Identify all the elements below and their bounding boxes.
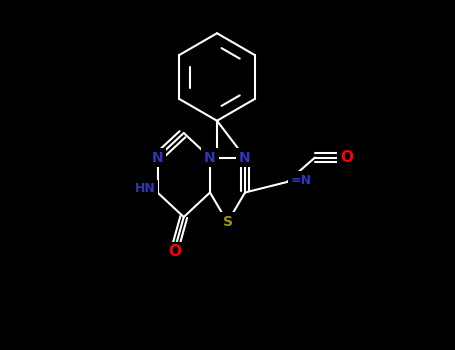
Text: O: O (340, 150, 353, 165)
Text: HN: HN (135, 182, 156, 196)
Text: =N: =N (290, 174, 312, 187)
Text: S: S (222, 215, 233, 229)
Text: N: N (152, 150, 163, 164)
Text: O: O (168, 245, 182, 259)
Text: N: N (204, 150, 216, 164)
Text: N: N (239, 150, 251, 164)
